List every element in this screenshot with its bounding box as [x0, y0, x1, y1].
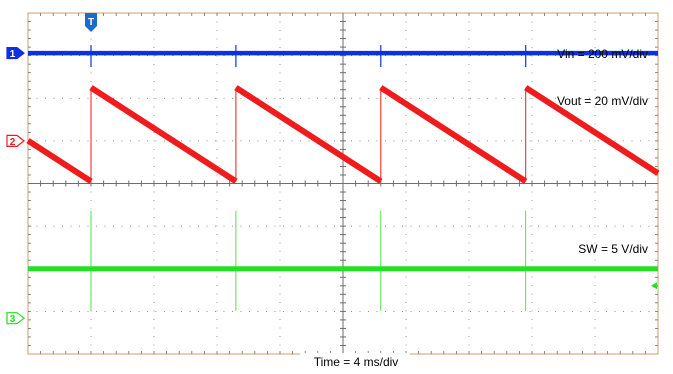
trigger-level-arrow — [651, 282, 657, 290]
channel-markers: 1 2 3 T — [6, 13, 657, 325]
channel-1-marker: 1 — [6, 46, 25, 60]
vout-trace — [26, 85, 660, 184]
channel-2-marker: 2 — [6, 134, 25, 148]
time-label-background — [300, 353, 410, 371]
sw-scale-label: SW = 5 V/div — [578, 242, 648, 256]
vin-scale-label: Vin = 200 mV/div — [557, 47, 648, 61]
channel-3-marker: 3 — [6, 312, 25, 325]
vout-scale-label: Vout = 20 mV/div — [557, 94, 648, 108]
svg-text:2: 2 — [10, 137, 16, 148]
svg-text:3: 3 — [10, 314, 16, 325]
time-scale-label: Time = 4 ms/div — [314, 355, 399, 369]
graticule — [27, 12, 659, 355]
svg-text:1: 1 — [10, 49, 16, 60]
svg-text:T: T — [88, 17, 94, 28]
trigger-position-marker: T — [85, 13, 97, 32]
traces — [26, 45, 660, 311]
